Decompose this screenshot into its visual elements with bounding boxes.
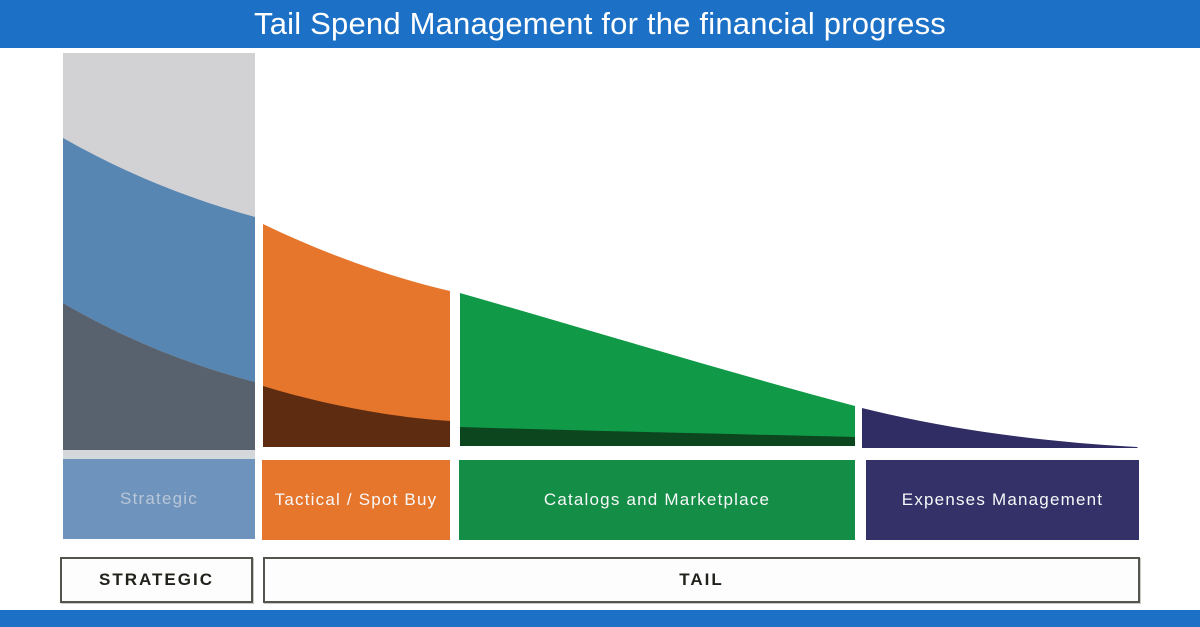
title-bar: Tail Spend Management for the financial …: [0, 0, 1200, 48]
strategic-zone-box: STRATEGIC: [60, 557, 253, 603]
tactical-label: Tactical / Spot Buy: [274, 490, 438, 509]
expenses-label: Expenses Management: [901, 490, 1104, 509]
catalogs-label-box: Catalogs and Marketplace: [459, 460, 855, 540]
tactical-sub-band: [263, 386, 450, 447]
strategic-zone-label: STRATEGIC: [99, 570, 214, 589]
tactical-curve-area: [263, 224, 450, 447]
page-title: Tail Spend Management for the financial …: [254, 6, 946, 41]
tactical-label-box: Tactical / Spot Buy: [262, 460, 450, 540]
catalogs-label: Catalogs and Marketplace: [543, 490, 771, 509]
strategic-label-box: Strategic: [63, 459, 255, 539]
strategic-curve-band: [63, 138, 255, 382]
catalogs-sub-band: [460, 427, 855, 446]
strategic-base-strip: [63, 450, 255, 459]
expenses-curve-area: [862, 408, 1138, 448]
catalogs-curve-area: [460, 293, 855, 446]
tail-zone-box: TAIL: [263, 557, 1140, 603]
strategic-sub-band: [63, 303, 255, 450]
expenses-label-box: Expenses Management: [866, 460, 1139, 540]
tail-zone-label: TAIL: [679, 570, 724, 589]
strategic-label: Strategic: [120, 489, 198, 508]
footer-bar: [0, 610, 1200, 627]
